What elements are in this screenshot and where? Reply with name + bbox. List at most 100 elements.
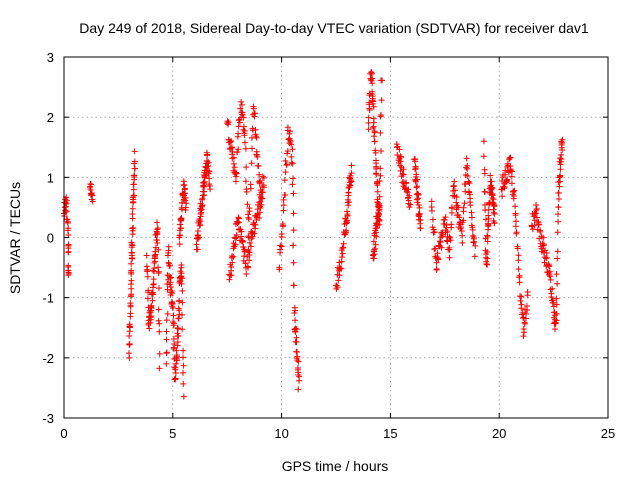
data-point (245, 264, 252, 271)
data-point (242, 145, 249, 152)
data-point (507, 154, 514, 161)
data-point (295, 369, 302, 376)
data-point (554, 229, 561, 236)
data-point (289, 160, 296, 167)
data-point (234, 149, 241, 156)
data-point (555, 211, 562, 218)
data-point (246, 239, 253, 246)
data-point (256, 215, 263, 222)
data-point (172, 370, 179, 377)
data-point (290, 227, 297, 234)
data-point (149, 297, 156, 304)
data-point (234, 218, 241, 225)
data-point (372, 241, 379, 248)
data-point (230, 160, 237, 167)
data-point (504, 176, 511, 183)
data-point (176, 232, 183, 239)
data-point (451, 187, 458, 194)
data-point (543, 255, 550, 262)
data-point (370, 255, 377, 262)
data-point (206, 175, 213, 182)
data-point (513, 229, 520, 236)
data-point (373, 229, 380, 236)
data-point (228, 145, 235, 152)
data-point (345, 192, 352, 199)
data-point (371, 129, 378, 136)
data-point (377, 165, 384, 172)
data-point (290, 175, 297, 182)
x-tick-label: 20 (492, 426, 506, 441)
data-point (88, 181, 95, 188)
data-point (336, 272, 343, 279)
data-point (372, 149, 379, 156)
data-point (444, 238, 451, 245)
data-point (206, 181, 213, 188)
data-point (155, 285, 162, 292)
data-point (164, 286, 171, 293)
data-point (450, 182, 457, 189)
data-point (343, 220, 350, 227)
data-point (334, 284, 341, 291)
data-point (156, 320, 163, 327)
data-point (517, 297, 524, 304)
data-point (167, 274, 174, 281)
data-point (555, 196, 562, 203)
data-point (375, 216, 382, 223)
data-point (292, 317, 299, 324)
data-point (491, 203, 498, 210)
data-point (488, 178, 495, 185)
data-point (416, 204, 423, 211)
data-point (293, 326, 300, 333)
data-point (516, 274, 523, 281)
data-point (433, 265, 440, 272)
data-point (554, 280, 561, 287)
data-point (239, 111, 246, 118)
data-point (414, 176, 421, 183)
data-point (460, 204, 467, 211)
data-point (241, 248, 248, 255)
data-point (170, 318, 177, 325)
data-point (163, 349, 170, 356)
data-point (144, 268, 151, 275)
data-point (518, 305, 525, 312)
data-point (509, 168, 516, 175)
data-point (238, 228, 245, 235)
data-point (291, 309, 298, 316)
data-point (555, 179, 562, 186)
data-point (447, 237, 454, 244)
data-point (446, 233, 453, 240)
data-point (295, 358, 302, 365)
data-point (196, 234, 203, 241)
data-point (371, 251, 378, 258)
x-axis-label: GPS time / hours (282, 458, 389, 474)
data-point (518, 293, 525, 300)
data-point (63, 197, 70, 204)
data-point (177, 221, 184, 228)
data-point (170, 320, 177, 327)
data-point (481, 170, 488, 177)
data-point (129, 215, 136, 222)
data-point (396, 146, 403, 153)
data-point (414, 183, 421, 190)
data-point (131, 148, 138, 155)
data-point (296, 377, 303, 384)
data-point (143, 263, 150, 270)
data-point (521, 319, 528, 326)
data-point (553, 301, 560, 308)
data-point (180, 380, 187, 387)
data-point (487, 172, 494, 179)
data-point (164, 310, 171, 317)
data-point (156, 350, 163, 357)
data-point (180, 347, 187, 354)
data-point (245, 216, 252, 223)
data-point (180, 369, 187, 376)
data-point (175, 332, 182, 339)
y-tick-label: -3 (42, 411, 54, 426)
data-point (197, 211, 204, 218)
data-point (277, 242, 284, 249)
data-point (510, 188, 517, 195)
data-point (230, 253, 237, 260)
data-point (484, 248, 491, 255)
data-point (246, 257, 253, 264)
data-point (482, 254, 489, 261)
